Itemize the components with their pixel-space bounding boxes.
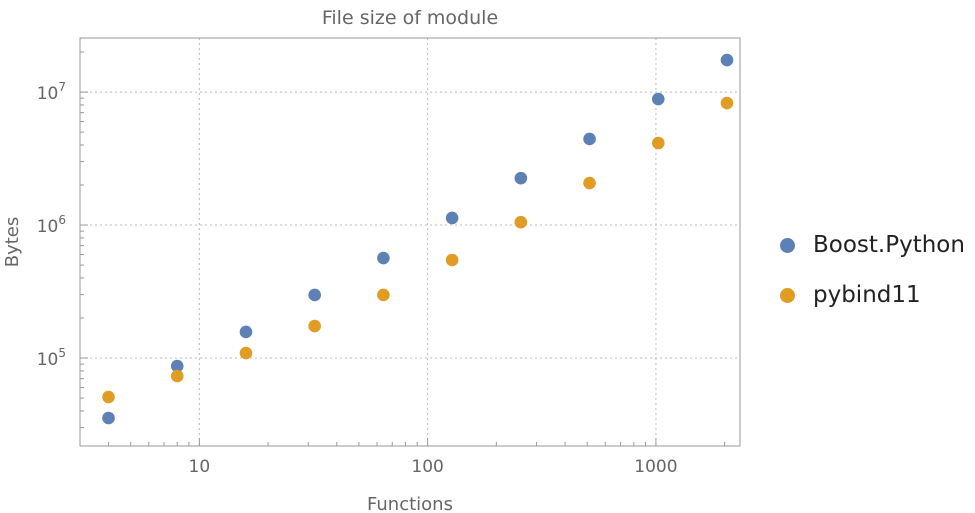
legend-marker bbox=[780, 287, 795, 303]
x-tick-label: 100 bbox=[411, 457, 443, 477]
data-point-boost-python bbox=[170, 359, 184, 373]
legend-label: Boost.Python bbox=[813, 232, 965, 258]
data-point-boost-python bbox=[239, 325, 253, 339]
legend-marker bbox=[780, 237, 795, 253]
tick-base: 10 bbox=[37, 217, 59, 237]
data-point-pybind11 bbox=[377, 288, 390, 302]
y-tick-label: 106 bbox=[37, 213, 66, 237]
data-point-boost-python bbox=[514, 171, 528, 185]
data-point-boost-python bbox=[308, 288, 321, 302]
tick-exponent: 7 bbox=[58, 80, 66, 94]
chart-title: File size of module bbox=[322, 7, 498, 29]
data-point-pybind11 bbox=[308, 319, 321, 333]
data-point-pybind11 bbox=[170, 369, 184, 383]
data-point-pybind11 bbox=[720, 96, 734, 110]
data-point-boost-python bbox=[377, 251, 390, 265]
legend: Boost.Python pybind11 bbox=[780, 220, 965, 320]
x-tick-label: 1000 bbox=[634, 457, 677, 477]
plot-frame bbox=[79, 37, 741, 447]
data-point-pybind11 bbox=[445, 253, 459, 267]
data-point-boost-python bbox=[445, 211, 459, 225]
y-tick-label: 107 bbox=[37, 80, 66, 104]
data-point-boost-python bbox=[102, 411, 115, 425]
tick-base: 10 bbox=[37, 350, 59, 370]
data-point-boost-python bbox=[583, 132, 596, 146]
legend-item-boost-python: Boost.Python bbox=[780, 220, 965, 270]
data-point-boost-python bbox=[651, 92, 665, 106]
x-axis-label: Functions bbox=[367, 494, 453, 513]
tick-exponent: 5 bbox=[58, 346, 66, 360]
data-point-pybind11 bbox=[102, 390, 115, 404]
y-tick-label: 105 bbox=[37, 346, 66, 370]
tick-exponent: 6 bbox=[58, 213, 66, 227]
data-point-pybind11 bbox=[514, 215, 528, 229]
legend-item-pybind11: pybind11 bbox=[780, 270, 965, 320]
data-point-pybind11 bbox=[239, 346, 253, 360]
data-point-pybind11 bbox=[651, 136, 665, 150]
data-point-boost-python bbox=[720, 53, 734, 67]
y-axis-label: Bytes bbox=[2, 217, 23, 268]
legend-label: pybind11 bbox=[813, 282, 921, 308]
data-point-pybind11 bbox=[583, 176, 596, 190]
tick-base: 10 bbox=[37, 84, 59, 104]
x-tick-label: 10 bbox=[189, 457, 211, 477]
